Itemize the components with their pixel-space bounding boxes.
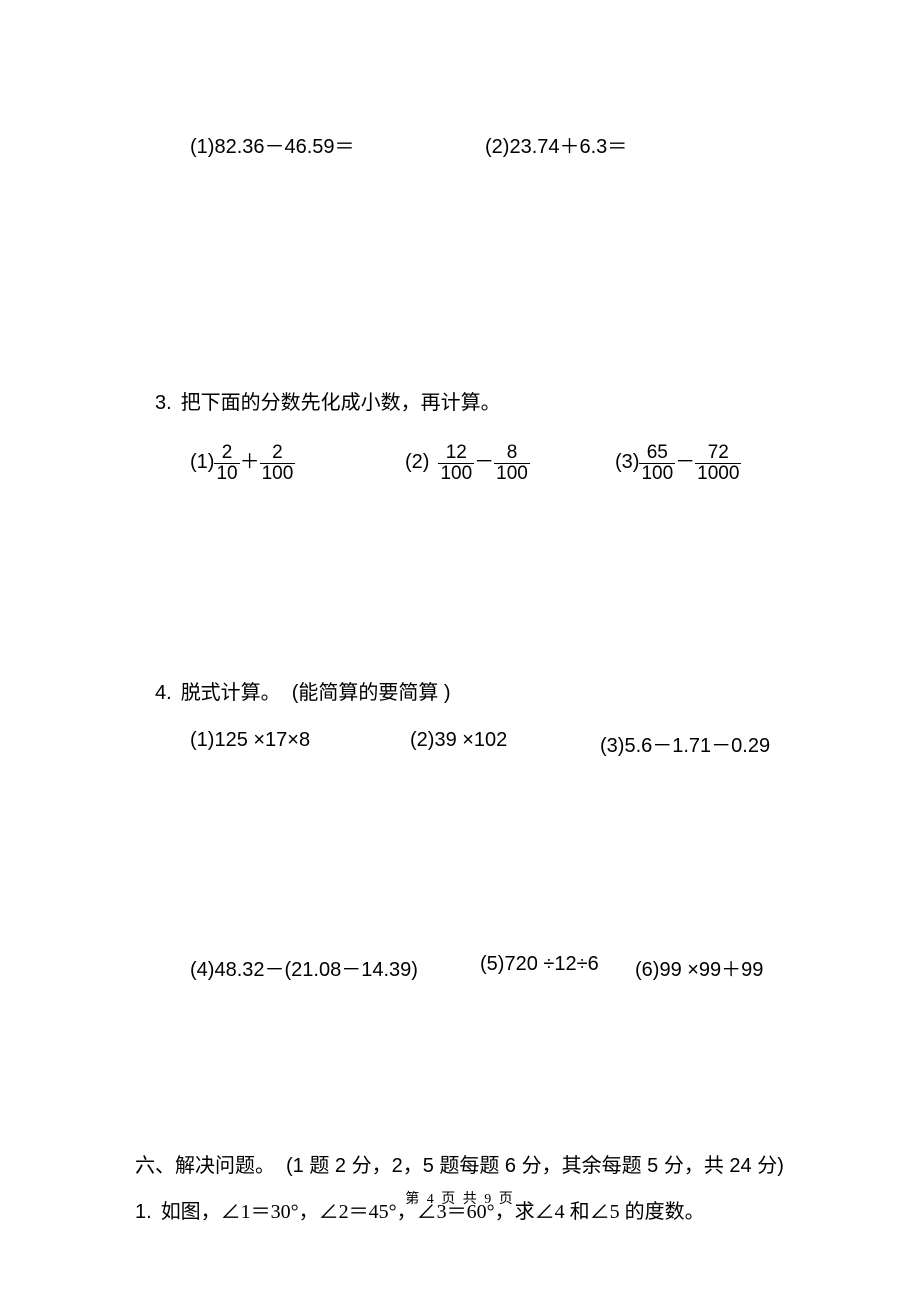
section6-heading-line: 六、解决问题。 (1 题 2 分，2，5 题每题 6 分，其余每题 5 分，共 …: [135, 1152, 790, 1180]
operator: －: [675, 451, 695, 473]
fraction-num: 12: [438, 443, 474, 464]
q3-number: 3.: [155, 392, 172, 414]
q4-note: (能简算的要简算 ): [292, 682, 451, 704]
q2-row: (1)82.36－46.59＝ (2)23.74＋6.3＝: [190, 130, 790, 159]
q3-block: 3. 把下面的分数先化成小数，再计算。 (1)210＋2100 (2) 1210…: [155, 389, 790, 484]
q4-heading: 4. 脱式计算。 (能简算的要简算 ): [155, 679, 790, 707]
fraction-den: 1000: [695, 464, 741, 484]
q4-r1-item-1: (1)125 ×17×8: [190, 729, 410, 758]
fraction-num: 2: [214, 443, 239, 464]
q3-items: (1)210＋2100 (2) 12100－8100 (3)65100－7210…: [190, 443, 790, 484]
q3-item-2: (2) 12100－8100: [405, 443, 615, 484]
fraction: 2100: [260, 443, 296, 484]
fraction-den: 100: [494, 464, 530, 484]
q4-row2: (4)48.32－(21.08－14.39) (5)720 ÷12÷6 (6)9…: [190, 953, 790, 982]
fraction: 721000: [695, 443, 741, 484]
fraction-den: 10: [214, 464, 239, 484]
q3-item-3-label: (3): [615, 451, 639, 473]
q4-r2-item-2: (5)720 ÷12÷6: [480, 953, 635, 982]
fraction-num: 65: [639, 443, 675, 464]
q4-r2-item-1: (4)48.32－(21.08－14.39): [190, 953, 480, 982]
fraction: 210: [214, 443, 239, 484]
q2-item-1: (1)82.36－46.59＝: [190, 130, 485, 159]
q3-item-3: (3)65100－721000: [615, 443, 741, 484]
fraction: 12100: [438, 443, 474, 484]
fraction: 65100: [639, 443, 675, 484]
q3-item-1-label: (1): [190, 451, 214, 473]
fraction-num: 2: [260, 443, 296, 464]
q4-number: 4.: [155, 682, 172, 704]
q4-title: 脱式计算。: [181, 682, 281, 704]
q3-item-2-label: (2): [405, 451, 429, 473]
q4-r1-item-3: (3)5.6－1.71－0.29: [600, 729, 770, 758]
q2-item-2: (2)23.74＋6.3＝: [485, 130, 627, 159]
q4-r2-item-3: (6)99 ×99＋99: [635, 953, 763, 982]
fraction-den: 100: [639, 464, 675, 484]
section6-heading: 六、解决问题。: [135, 1155, 275, 1177]
q4-block: 4. 脱式计算。 (能简算的要简算 ) (1)125 ×17×8 (2)39 ×…: [155, 679, 790, 982]
operator: －: [474, 451, 494, 473]
section6-scoring: (1 题 2 分，2，5 题每题 6 分，其余每题 5 分，共 24 分): [286, 1155, 784, 1177]
operator: ＋: [240, 451, 260, 473]
q4-row1: (1)125 ×17×8 (2)39 ×102 (3)5.6－1.71－0.29: [190, 729, 790, 758]
fraction-num: 72: [695, 443, 741, 464]
fraction: 8100: [494, 443, 530, 484]
page-footer: 第 4 页 共 9 页: [0, 1188, 920, 1208]
q3-title: 把下面的分数先化成小数，再计算。: [181, 392, 501, 414]
q3-item-1: (1)210＋2100: [190, 443, 405, 484]
fraction-num: 8: [494, 443, 530, 464]
fraction-den: 100: [438, 464, 474, 484]
page: (1)82.36－46.59＝ (2)23.74＋6.3＝ 3. 把下面的分数先…: [0, 0, 920, 1303]
q3-heading: 3. 把下面的分数先化成小数，再计算。: [155, 389, 790, 417]
q4-r1-item-2: (2)39 ×102: [410, 729, 600, 758]
fraction-den: 100: [260, 464, 296, 484]
